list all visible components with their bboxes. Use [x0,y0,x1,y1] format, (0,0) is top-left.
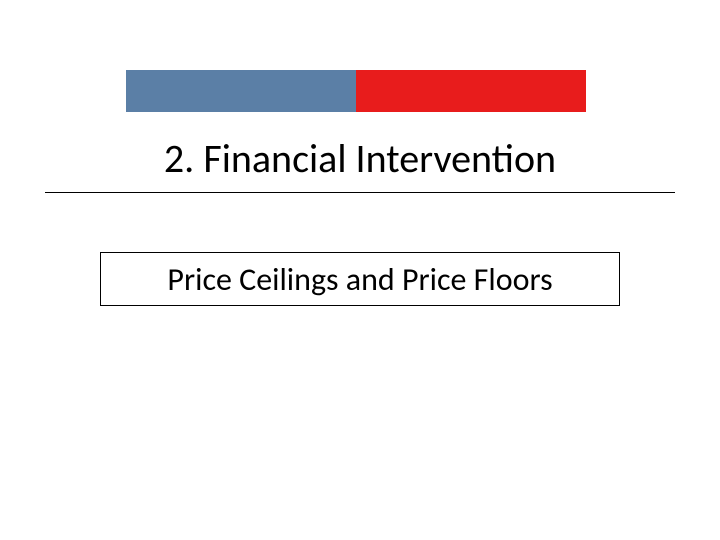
title-divider [45,192,675,193]
slide-subtitle: Price Ceilings and Price Floors [167,260,552,299]
color-bar-red [356,70,586,112]
decorative-color-bar [126,70,586,112]
slide-title: 2. Financial Intervention [0,134,720,183]
subtitle-container: Price Ceilings and Price Floors [100,252,620,306]
color-bar-blue [126,70,356,112]
